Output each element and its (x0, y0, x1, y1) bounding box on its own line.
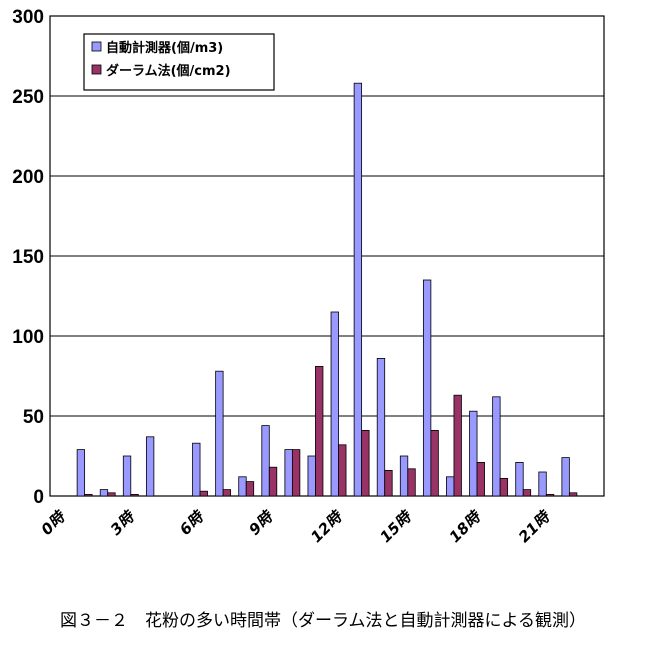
plot-area (49, 15, 605, 497)
bar-durham-16 (430, 429, 439, 497)
bar-durham-8 (245, 481, 255, 497)
legend-swatch-auto (91, 41, 102, 52)
y-tick-label: 200 (12, 167, 44, 188)
bar-durham-6 (199, 490, 208, 497)
bar-durham-2 (107, 492, 116, 497)
bar-durham-21 (545, 493, 555, 497)
legend-swatch-durham (91, 64, 102, 75)
bar-durham-13 (361, 429, 370, 497)
bar-durham-15 (407, 468, 416, 497)
bar-auto-3 (122, 455, 132, 497)
y-tick-label: 300 (12, 7, 44, 28)
legend-label-auto: 自動計測器(個/m3) (106, 40, 223, 56)
x-tick-label: 12時 (307, 507, 347, 547)
bar-auto-12 (330, 311, 339, 497)
bar-auto-9 (261, 425, 270, 497)
y-tick-label: 250 (12, 87, 44, 108)
bars (76, 82, 578, 497)
x-axis-ticks: 0時 3時 6時 9時 12時 15時 18時 21時 (38, 507, 555, 547)
y-tick-label: 100 (12, 327, 44, 348)
figure-caption: 図３－２ 花粉の多い時間帯（ダーラム法と自動計測器による観測） (60, 611, 586, 631)
bar-auto-15 (399, 455, 409, 497)
bar-durham-18 (476, 461, 485, 497)
bar-auto-4 (145, 436, 155, 497)
bar-durham-3 (130, 493, 139, 497)
bar-durham-17 (453, 394, 462, 497)
bar-durham-11 (315, 365, 324, 497)
bar-auto-6 (192, 442, 201, 497)
bar-auto-14 (376, 357, 386, 497)
x-tick-label: 6時 (176, 507, 208, 539)
bar-durham-19 (499, 477, 509, 497)
legend: 自動計測器(個/m3) ダーラム法(個/cm2) (83, 33, 275, 91)
y-tick-label: 0 (33, 487, 44, 508)
bar-durham-10 (291, 449, 301, 497)
x-tick-label: 0時 (38, 507, 70, 539)
x-tick-label: 9時 (245, 507, 277, 539)
bar-durham-7 (222, 489, 232, 497)
bar-durham-20 (522, 489, 532, 497)
bar-auto-18 (469, 410, 478, 497)
x-tick-label: 21時 (515, 507, 555, 547)
legend-label-durham: ダーラム法(個/cm2) (106, 63, 231, 79)
bar-durham-12 (338, 444, 347, 497)
bar-auto-21 (538, 471, 547, 497)
bar-durham-9 (268, 466, 278, 497)
y-tick-label: 50 (23, 407, 44, 428)
bar-auto-8 (238, 476, 247, 497)
bar-auto-7 (215, 370, 224, 497)
x-tick-label: 15時 (377, 507, 417, 547)
y-axis-ticks: 0 50 100 150 200 250 300 (12, 7, 44, 508)
bar-auto-13 (353, 82, 363, 497)
bar-auto-17 (446, 476, 455, 497)
bar-auto-20 (515, 461, 524, 497)
x-tick-label: 3時 (107, 507, 139, 539)
bar-auto-16 (422, 279, 432, 497)
bar-auto-1 (76, 449, 86, 497)
x-tick-label: 18時 (446, 507, 486, 547)
bar-durham-14 (384, 469, 393, 497)
bar-auto-2 (99, 489, 109, 497)
bar-auto-11 (307, 455, 316, 497)
bar-auto-22 (561, 457, 570, 497)
bar-durham-1 (84, 493, 93, 497)
y-tick-label: 150 (12, 247, 44, 268)
bar-auto-19 (492, 396, 501, 497)
gridlines (50, 95, 604, 417)
bar-auto-10 (284, 449, 293, 497)
bar-durham-22 (568, 492, 578, 497)
legend-box (83, 33, 275, 91)
